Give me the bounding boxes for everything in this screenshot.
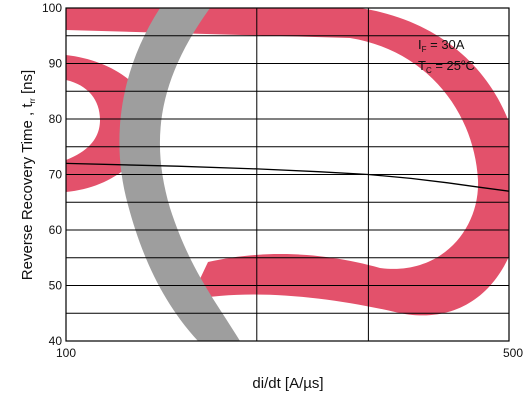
gridlines [66, 8, 509, 341]
y-tick-label: 70 [49, 168, 63, 182]
annotation-current: IF = 30A [418, 37, 465, 54]
y-tick-label: 50 [49, 279, 63, 293]
y-axis-title: Reverse Recovery Time , trr [ns] [19, 70, 37, 280]
y-tick-label: 80 [49, 112, 63, 126]
x-tick-label: 500 [503, 346, 523, 360]
y-tick-label: 60 [49, 223, 63, 237]
y-axis-ticks: 40 50 60 70 80 90 100 [42, 1, 62, 348]
x-tick-label: 100 [56, 346, 76, 360]
plot-frame [65, 7, 510, 342]
series-line [65, 162, 510, 192]
series-layer [65, 162, 510, 192]
y-tick-label: 40 [49, 334, 63, 348]
watermark-red-swoosh [66, 8, 509, 316]
y-tick-label: 100 [42, 1, 62, 15]
x-axis-title: di/dt [A/µs] [252, 375, 323, 392]
annotation-temperature: TC = 25oC [418, 58, 475, 75]
y-tick-label: 90 [49, 57, 63, 71]
x-axis-ticks: 100 500 [56, 346, 523, 360]
